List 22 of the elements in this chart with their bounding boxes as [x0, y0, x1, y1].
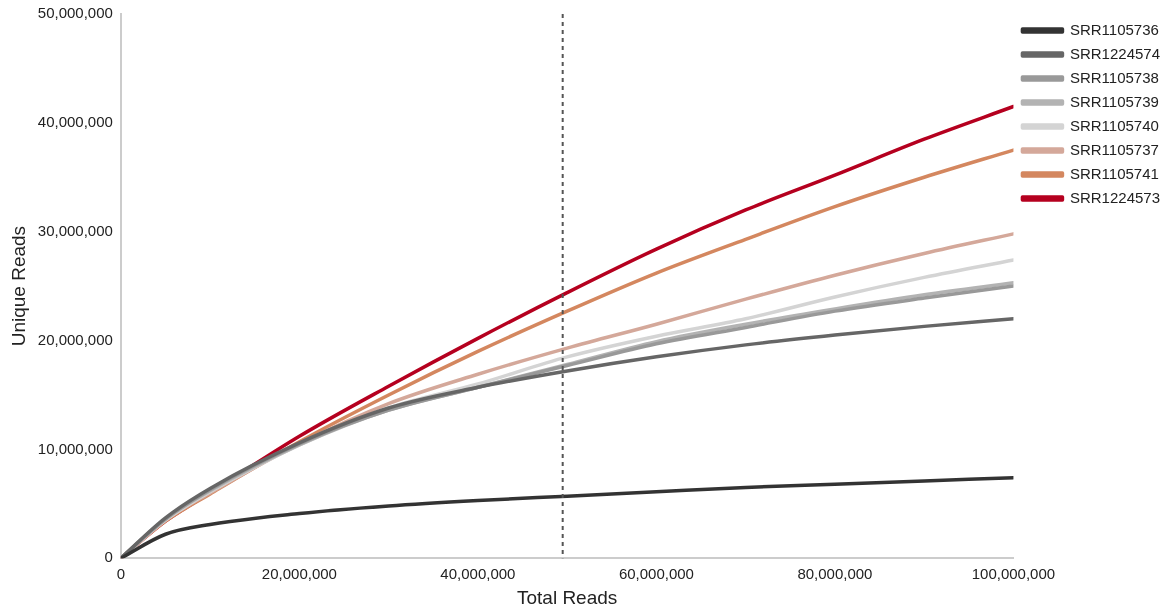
x-tick-label: 60,000,000 [618, 565, 694, 583]
x-tick-label: 100,000,000 [971, 565, 1056, 583]
legend-label: SRR1224573 [1069, 188, 1161, 206]
x-axis-title: Total Reads [516, 586, 618, 608]
y-tick-label: 30,000,000 [37, 221, 113, 239]
x-tick-label: 80,000,000 [797, 565, 873, 583]
y-tick-label: 50,000,000 [37, 4, 113, 22]
legend-label: SRR1105737 [1069, 140, 1159, 158]
legend-label: SRR1105740 [1069, 116, 1159, 134]
x-tick-label: 40,000,000 [440, 565, 516, 583]
legend-label: SRR1224574 [1069, 44, 1161, 62]
x-tick-label: 20,000,000 [261, 565, 337, 583]
legend-label: SRR1105741 [1069, 164, 1159, 182]
legend-label: SRR1105738 [1069, 68, 1159, 86]
y-tick-label: 40,000,000 [37, 112, 113, 130]
legend-label: SRR1105736 [1069, 20, 1159, 38]
legend-label: SRR1105739 [1069, 92, 1159, 110]
x-tick-label: 0 [116, 565, 126, 583]
y-axis-title: Unique Reads [7, 225, 29, 347]
y-tick-label: 10,000,000 [37, 439, 113, 457]
y-tick-label: 20,000,000 [37, 330, 113, 348]
y-tick-label: 0 [104, 548, 113, 566]
